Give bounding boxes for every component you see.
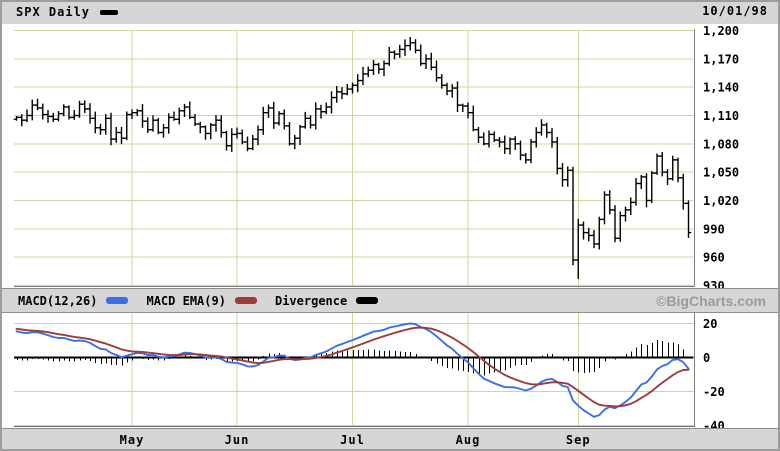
- legend-label-macd: MACD(12,26): [18, 293, 98, 308]
- macd-line: [15, 322, 690, 418]
- svg-text:930: 930: [703, 279, 725, 288]
- legend-label-divergence: Divergence: [274, 293, 348, 308]
- macd-panel: 20 0 -20 -40: [0, 313, 780, 428]
- x-axis-label: Sep: [565, 433, 591, 447]
- legend-item-macd: MACD(12,26): [18, 293, 129, 308]
- legend-bar: MACD(12,26) MACD EMA(9) Divergence ©BigC…: [0, 288, 780, 313]
- macd-axis-labels: 20 0 -20 -40: [703, 317, 725, 428]
- macd-line-swatch-icon: [106, 297, 129, 304]
- x-axis-label: May: [119, 433, 145, 447]
- svg-text:-40: -40: [703, 419, 725, 428]
- x-axis-label: Jul: [340, 433, 365, 447]
- watermark: ©BigCharts.com: [656, 293, 766, 309]
- svg-text:1,080: 1,080: [703, 137, 739, 151]
- svg-text:1,140: 1,140: [703, 81, 739, 95]
- x-axis-label: Aug: [455, 433, 481, 447]
- divergence-swatch-icon: [356, 297, 379, 304]
- legend-item-divergence: Divergence: [274, 293, 379, 308]
- symbol-title: SPX Daily: [16, 5, 91, 19]
- svg-text:-20: -20: [703, 385, 725, 399]
- legend-label-ema: MACD EMA(9): [146, 293, 226, 308]
- svg-text:0: 0: [703, 351, 710, 365]
- svg-text:1,020: 1,020: [703, 194, 739, 208]
- legend-item-ema: MACD EMA(9): [146, 293, 257, 308]
- svg-text:1,110: 1,110: [703, 109, 739, 123]
- svg-text:20: 20: [703, 317, 717, 331]
- price-panel: 1,200 1,170 1,140 1,110 1,080 1,050 1,020 990 96…: [0, 24, 780, 288]
- price-axis-labels: 1,200 1,170 1,140 1,110 1,080 1,050 1,020 990 96…: [703, 24, 739, 288]
- svg-text:1,170: 1,170: [703, 52, 739, 66]
- x-axis-bar: May Jun Jul Aug Sep: [0, 428, 780, 451]
- svg-text:990: 990: [703, 222, 725, 236]
- title-bar: SPX Daily 10/01/98: [0, 0, 780, 25]
- macd-ema-line: [15, 326, 690, 408]
- macd-chart-svg: 20 0 -20 -40: [14, 313, 725, 428]
- svg-text:1,050: 1,050: [703, 166, 739, 180]
- price-chart-svg: 1,200 1,170 1,140 1,110 1,080 1,050 1,020 990 96…: [13, 24, 739, 288]
- price-gridlines: [14, 29, 695, 287]
- svg-text:960: 960: [703, 251, 725, 265]
- chart-date: 10/01/98: [702, 4, 768, 18]
- ema-line-swatch-icon: [234, 297, 257, 304]
- macd-gridlines: [14, 313, 695, 427]
- price-line-swatch-icon: [100, 9, 119, 15]
- x-axis-label: Jun: [224, 433, 250, 447]
- svg-text:1,200: 1,200: [703, 24, 739, 38]
- price-ohlc-bars: [13, 37, 692, 279]
